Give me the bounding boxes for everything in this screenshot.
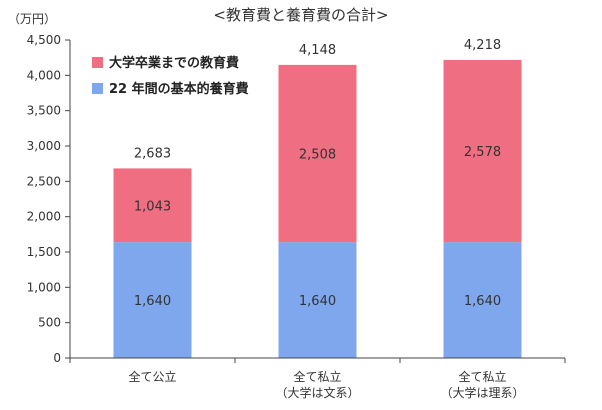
axes	[69, 40, 565, 359]
y-tick-label: 1,500	[27, 245, 61, 259]
legend-swatch-education	[92, 57, 103, 68]
y-tick-label: 3,500	[27, 104, 61, 118]
bars: 1,640 1,043 2,683 1,640 2,508 4,148 1,640 2,578…	[113, 38, 522, 358]
y-tick-label: 1,000	[27, 280, 61, 294]
y-tick-label: 4,000	[27, 68, 61, 82]
y-tick-label: 4,500	[27, 33, 61, 47]
bar-segment-upbringing	[443, 242, 522, 358]
y-tick-label: 2,500	[27, 174, 61, 188]
bar-value-label: 1,640	[299, 294, 336, 309]
x-axis-ticks: 全て公立 全て私立（大学は文系）全て私立（大学は理系）	[69, 358, 566, 400]
x-category-sublabel: （大学は理系）	[440, 385, 524, 400]
bar-total-label: 4,148	[299, 43, 336, 58]
bar-segment-education	[443, 59, 522, 243]
chart-title: <教育費と養育費の合計>	[213, 6, 388, 24]
bar-value-label: 1,640	[464, 294, 501, 309]
bar-segment-upbringing	[278, 242, 357, 358]
legend-swatch-upbringing	[92, 83, 103, 94]
bar-value-label: 1,640	[134, 294, 171, 309]
y-tick-label: 3,000	[27, 139, 61, 153]
x-category-label: 全て公立	[128, 369, 176, 384]
legend-label-upbringing: 22 年間の基本的養育費	[109, 81, 249, 97]
bar-segment-upbringing	[113, 242, 192, 358]
x-category-label: 全て私立	[293, 369, 341, 384]
bar-segment-education	[278, 64, 357, 243]
y-axis-ticks: 0 500 1,000 1,500 2,000 2,500 3,000 3,500 4,000 4…	[27, 33, 70, 365]
y-tick-label: 500	[38, 316, 61, 330]
bar-value-label: 1,043	[134, 199, 171, 214]
y-tick-label: 0	[53, 351, 61, 365]
legend-label-education: 大学卒業までの教育費	[109, 55, 239, 71]
bar-total-label: 4,218	[464, 38, 501, 53]
y-axis-unit-label: （万円）	[8, 12, 56, 26]
bar-segment-education	[113, 168, 192, 243]
bar-value-label: 2,578	[464, 145, 501, 160]
legend: 大学卒業までの教育費 22 年間の基本的養育費	[92, 55, 249, 97]
bar-value-label: 2,508	[299, 147, 336, 162]
bar-total-label: 2,683	[134, 146, 171, 161]
x-category-label: 全て私立	[458, 369, 506, 384]
x-category-sublabel: （大学は文系）	[275, 385, 359, 400]
y-tick-label: 2,000	[27, 210, 61, 224]
